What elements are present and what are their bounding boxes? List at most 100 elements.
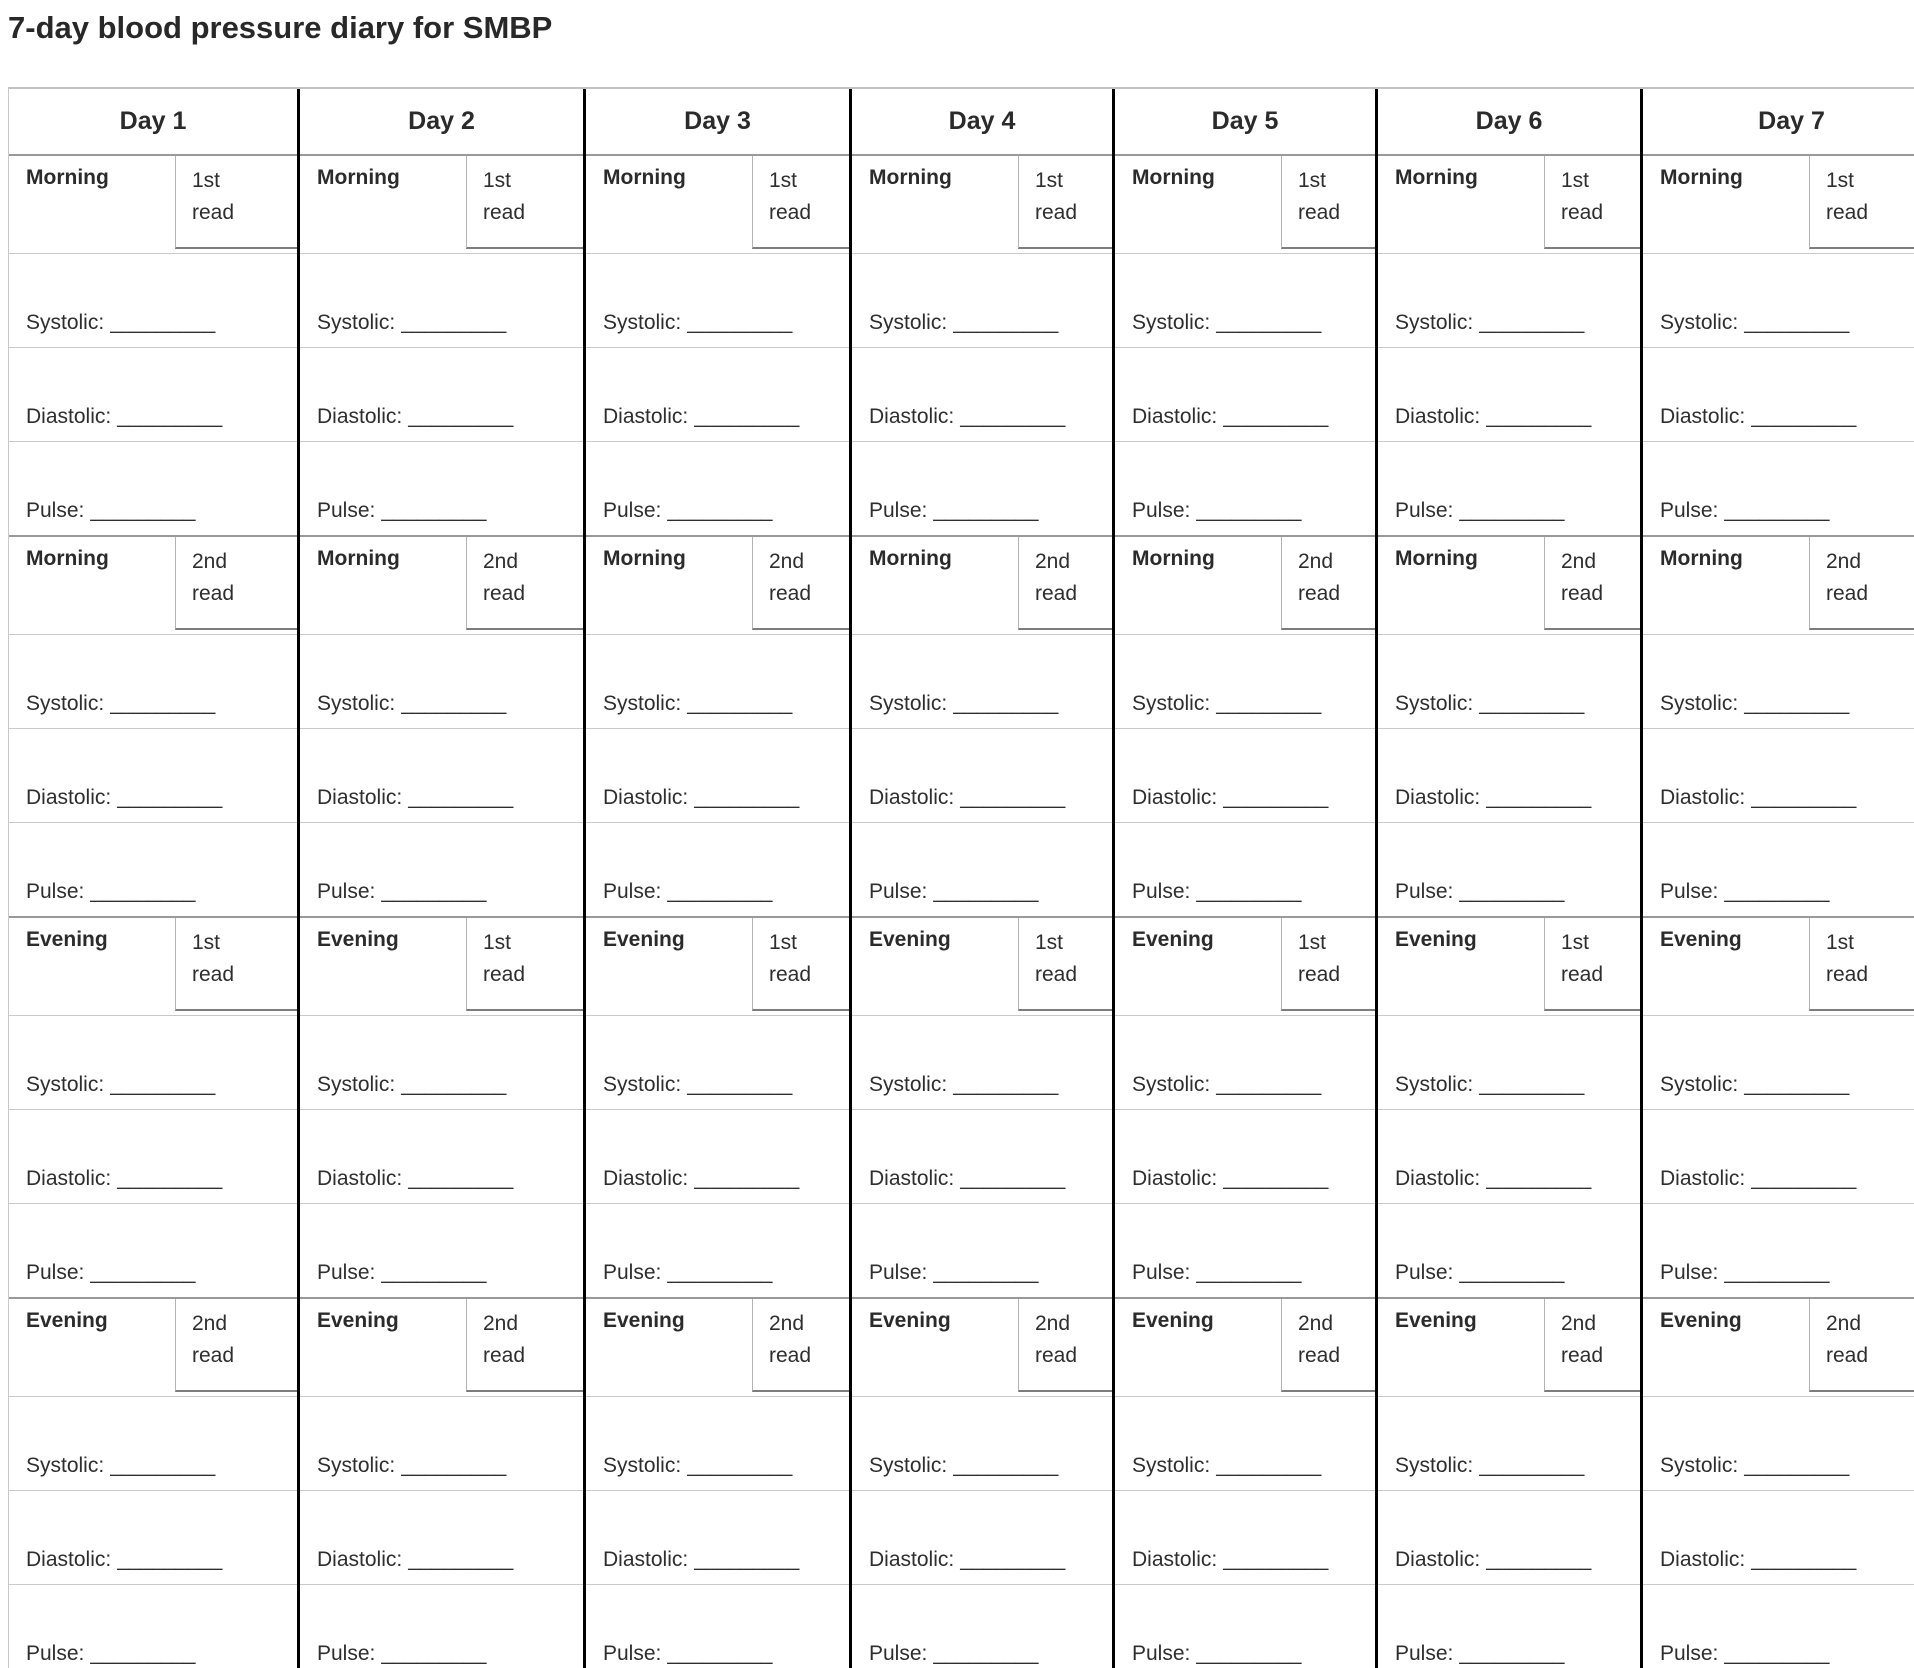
field-label: Pulse: — [26, 1261, 85, 1284]
section-header-row: Evening 2nd read — [9, 1299, 297, 1396]
read-badge: 2nd read — [175, 1299, 297, 1392]
field-row: Systolic: _________ — [586, 1015, 849, 1109]
read-badge: 2nd read — [1281, 537, 1375, 630]
period-label: Morning — [1132, 166, 1215, 189]
read-badge-label: 1st read — [1561, 169, 1604, 224]
section-header-row: Morning 1st read — [1378, 156, 1640, 253]
read-badge: 1st read — [466, 918, 583, 1011]
blank-line: _________ — [960, 405, 1066, 428]
field-label: Systolic: — [1660, 1454, 1739, 1477]
field-label: Diastolic: — [1132, 1167, 1218, 1190]
field-row: Systolic: _________ — [300, 634, 583, 728]
field-label: Pulse: — [1395, 1261, 1454, 1284]
day-header: Day 4 — [948, 107, 1016, 135]
read-badge: 2nd read — [1544, 1299, 1640, 1392]
field-label: Systolic: — [603, 311, 682, 334]
blank-line: _________ — [687, 692, 793, 715]
field-label: Pulse: — [26, 880, 85, 903]
period-label: Morning — [317, 166, 400, 189]
period-label: Morning — [1132, 547, 1215, 570]
read-badge: 2nd read — [466, 1299, 583, 1392]
field-row: Systolic: _________ — [9, 253, 297, 347]
blank-line: _________ — [1486, 786, 1592, 809]
field-label: Pulse: — [603, 499, 662, 522]
field-row: Systolic: _________ — [852, 1396, 1112, 1490]
field-row: Diastolic: _________ — [1115, 1109, 1375, 1203]
blank-line: _________ — [1459, 1642, 1565, 1665]
blank-line: _________ — [1196, 1261, 1302, 1284]
read-badge-label: 1st read — [1035, 169, 1078, 224]
section-header-row: Evening 1st read — [586, 918, 849, 1015]
field-row: Pulse: _________ — [1115, 441, 1375, 535]
read-badge-label: 1st read — [192, 169, 235, 224]
read-badge: 2nd read — [1544, 537, 1640, 630]
field-label: Systolic: — [603, 1454, 682, 1477]
day-header: Day 6 — [1475, 107, 1543, 135]
day-section: Morning 1st read Systolic: _________ Dia… — [300, 154, 583, 535]
field-label: Systolic: — [1132, 1073, 1211, 1096]
blank-line: _________ — [1223, 786, 1329, 809]
blank-line: _________ — [1479, 692, 1585, 715]
field-row: Diastolic: _________ — [300, 1490, 583, 1584]
read-badge-label: 2nd read — [192, 550, 235, 605]
day-column: Day 2 Morning 1st read Systolic: _______… — [297, 89, 583, 1668]
field-label: Pulse: — [26, 1642, 85, 1665]
blank-line: _________ — [1216, 1073, 1322, 1096]
period-label: Evening — [603, 928, 685, 951]
section-header-row: Morning 2nd read — [586, 537, 849, 634]
field-row: Pulse: _________ — [586, 1203, 849, 1297]
section-header-row: Morning 2nd read — [1378, 537, 1640, 634]
day-section: Evening 1st read Systolic: _________ Dia… — [1643, 916, 1914, 1297]
field-label: Systolic: — [1395, 311, 1474, 334]
field-row: Systolic: _________ — [586, 1396, 849, 1490]
read-badge: 1st read — [1018, 918, 1112, 1011]
period-label: Morning — [869, 547, 952, 570]
field-label: Diastolic: — [317, 786, 403, 809]
day-section: Evening 2nd read Systolic: _________ Dia… — [586, 1297, 849, 1668]
blank-line: _________ — [117, 786, 223, 809]
field-label: Diastolic: — [26, 786, 112, 809]
day-section: Evening 2nd read Systolic: _________ Dia… — [852, 1297, 1112, 1668]
field-label: Pulse: — [317, 1261, 376, 1284]
field-row: Systolic: _________ — [1643, 1396, 1914, 1490]
field-row: Pulse: _________ — [1378, 1203, 1640, 1297]
field-row: Pulse: _________ — [1378, 822, 1640, 916]
blank-line: _________ — [1724, 1642, 1830, 1665]
read-badge: 1st read — [175, 918, 297, 1011]
field-row: Diastolic: _________ — [852, 1109, 1112, 1203]
blank-line: _________ — [667, 880, 773, 903]
period-label: Evening — [1395, 1309, 1477, 1332]
read-badge: 2nd read — [175, 537, 297, 630]
blank-line: _________ — [687, 311, 793, 334]
field-label: Pulse: — [317, 499, 376, 522]
read-badge: 2nd read — [1018, 1299, 1112, 1392]
period-label: Evening — [1132, 928, 1214, 951]
day-section: Morning 2nd read Systolic: _________ Dia… — [300, 535, 583, 916]
field-row: Pulse: _________ — [1115, 822, 1375, 916]
read-badge-label: 1st read — [192, 931, 235, 986]
blank-line: _________ — [1216, 1454, 1322, 1477]
read-badge-label: 2nd read — [1826, 550, 1869, 605]
field-label: Systolic: — [26, 692, 105, 715]
read-badge-label: 2nd read — [1298, 550, 1341, 605]
blank-line: _________ — [90, 880, 196, 903]
section-header-row: Morning 2nd read — [1643, 537, 1914, 634]
field-label: Pulse: — [26, 499, 85, 522]
field-label: Pulse: — [317, 1642, 376, 1665]
day-section: Evening 2nd read Systolic: _________ Dia… — [1115, 1297, 1375, 1668]
field-label: Systolic: — [1395, 692, 1474, 715]
field-label: Diastolic: — [1395, 405, 1481, 428]
page-title: 7-day blood pressure diary for SMBP — [8, 10, 553, 45]
read-badge-label: 1st read — [1035, 931, 1078, 986]
section-header-row: Evening 1st read — [852, 918, 1112, 1015]
day-header: Day 1 — [119, 107, 187, 135]
blank-line: _________ — [1216, 692, 1322, 715]
day-header: Day 5 — [1211, 107, 1279, 135]
field-row: Pulse: _________ — [300, 1584, 583, 1668]
day-header: Day 2 — [408, 107, 475, 135]
read-badge: 1st read — [1544, 156, 1640, 249]
read-badge-label: 1st read — [483, 169, 526, 224]
read-badge-label: 2nd read — [483, 550, 526, 605]
field-row: Diastolic: _________ — [1378, 1490, 1640, 1584]
blank-line: _________ — [1724, 1261, 1830, 1284]
